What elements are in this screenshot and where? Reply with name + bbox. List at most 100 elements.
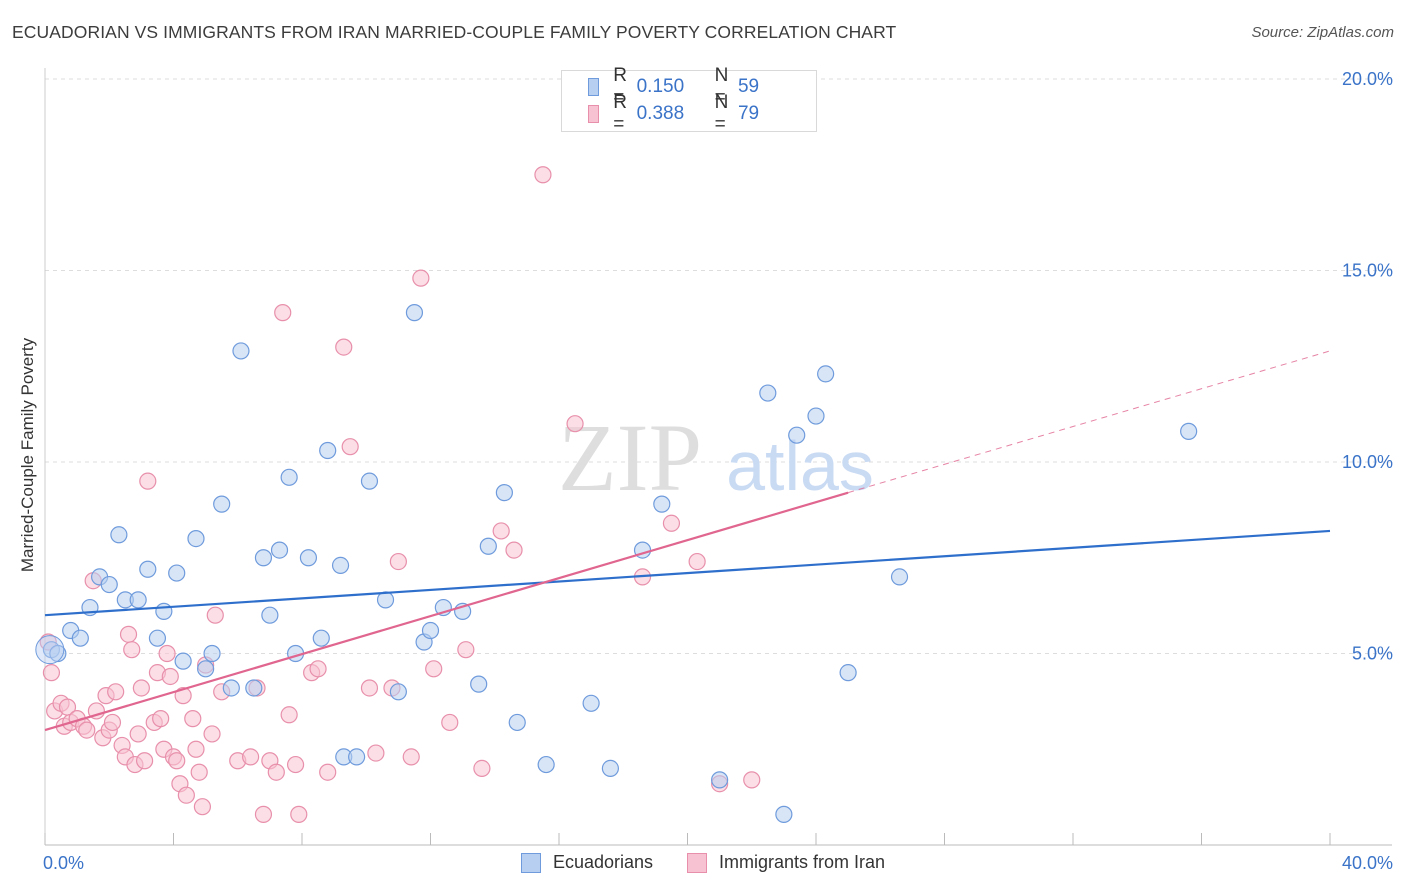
data-point <box>270 541 289 559</box>
data-point <box>254 549 273 567</box>
legend-swatch-pink <box>588 105 600 123</box>
data-point <box>405 304 424 322</box>
data-point <box>389 552 407 571</box>
data-point <box>206 606 224 624</box>
axes <box>44 68 1392 846</box>
legend-label: Immigrants from Iran <box>719 852 886 872</box>
data-point <box>168 752 186 770</box>
chart-title: ECUADORIAN VS IMMIGRANTS FROM IRAN MARRI… <box>12 22 897 42</box>
legend-swatch-pink <box>687 852 708 873</box>
stats-row-iran: R = 0.388 N = 79 <box>588 92 816 135</box>
stats-legend: R = 0.150 N = 59 R = 0.388 N = 79 <box>561 65 817 135</box>
data-point <box>155 602 173 620</box>
data-point <box>107 683 125 701</box>
y-tick-label: 5.0% <box>1352 644 1393 664</box>
data-point <box>42 664 61 682</box>
trend-line-iran <box>44 491 849 732</box>
data-point <box>299 549 318 567</box>
data-point <box>203 644 221 663</box>
data-point <box>213 495 231 513</box>
data-point <box>505 541 523 559</box>
data-point <box>280 468 298 486</box>
data-point <box>402 748 420 766</box>
data-point <box>290 805 308 823</box>
legend-swatch-blue <box>588 78 600 96</box>
data-point <box>839 664 857 682</box>
data-point <box>348 748 366 766</box>
data-point <box>274 304 292 322</box>
data-point <box>367 744 385 762</box>
data-point <box>312 629 330 647</box>
data-point <box>492 522 510 540</box>
data-point <box>123 641 141 659</box>
data-point <box>759 384 777 402</box>
n-value: 79 <box>737 103 760 124</box>
data-point <box>508 713 526 732</box>
data-point-cluster <box>35 635 65 665</box>
data-point <box>479 537 497 555</box>
data-point <box>286 755 305 774</box>
data-point <box>187 529 205 548</box>
data-point <box>78 721 96 739</box>
stats-row-ecuadorians: R = 0.150 N = 59 <box>588 65 816 108</box>
r-value: 0.388 <box>636 103 685 124</box>
grid-lines <box>45 78 1392 654</box>
data-point <box>197 660 215 678</box>
data-point <box>174 687 192 705</box>
series-iran-points <box>39 166 761 823</box>
legend-item-iran: Immigrants from Iran <box>687 852 885 873</box>
data-point <box>662 514 681 532</box>
data-point <box>711 771 729 789</box>
data-point <box>132 679 150 697</box>
data-point <box>1180 422 1198 440</box>
r-label: R = <box>613 92 627 135</box>
data-point <box>254 805 273 823</box>
source-label: Source: ZipAtlas.com <box>1251 24 1394 41</box>
data-point <box>110 526 128 544</box>
data-point <box>788 426 806 444</box>
data-point <box>158 644 176 663</box>
data-point <box>232 342 250 360</box>
y-axis-label: Married-Couple Family Poverty <box>18 337 37 573</box>
data-point <box>280 706 298 724</box>
data-point <box>161 667 179 686</box>
data-point <box>71 629 89 647</box>
data-point <box>319 763 337 781</box>
data-point <box>457 641 475 659</box>
data-point <box>566 415 584 433</box>
data-point <box>168 564 186 582</box>
data-point <box>743 771 761 789</box>
y-tick-label: 10.0% <box>1342 452 1393 472</box>
legend-label: Ecuadorians <box>552 852 654 872</box>
legend-swatch-blue <box>520 852 541 873</box>
data-point <box>100 575 118 594</box>
x-tick-label: 40.0% <box>1342 853 1393 873</box>
x-tick-label: 0.0% <box>43 853 84 873</box>
trend-line-iran-projection <box>847 350 1331 494</box>
r-label: R = <box>613 65 627 108</box>
data-point <box>688 552 706 571</box>
data-point <box>389 683 407 701</box>
data-point <box>534 166 552 184</box>
data-point <box>653 495 671 513</box>
data-point <box>222 679 240 697</box>
data-point <box>177 786 195 804</box>
series-legend: Ecuadorians Immigrants from Iran <box>0 852 1406 873</box>
data-point <box>139 560 157 578</box>
data-point <box>582 694 600 712</box>
trend-lines <box>44 350 1331 732</box>
data-point <box>473 759 491 778</box>
data-point <box>139 472 157 490</box>
data-point <box>174 652 192 670</box>
data-point <box>331 556 350 575</box>
legend-item-ecuadorians: Ecuadorians <box>520 852 654 873</box>
watermark: ZIP atlas <box>558 404 874 511</box>
data-point <box>421 621 440 640</box>
data-point <box>360 472 379 490</box>
data-point <box>807 407 825 425</box>
data-point <box>242 748 260 766</box>
data-point <box>267 763 285 781</box>
data-point <box>817 365 835 383</box>
trend-line-ecuadorians <box>44 529 1331 617</box>
data-point <box>261 606 279 624</box>
